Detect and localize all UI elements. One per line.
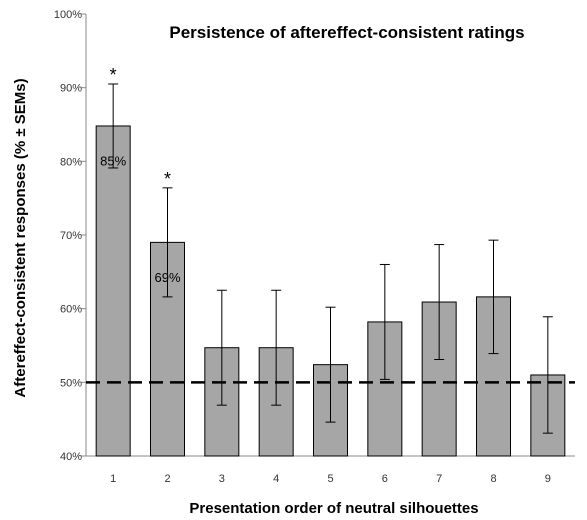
data-label: 85% (100, 154, 126, 169)
x-tick-label: 3 (219, 473, 225, 485)
y-tick-label: 50% (60, 377, 82, 389)
x-tick-label: 7 (436, 473, 442, 485)
y-tick-label: 60% (60, 304, 82, 316)
error-bars (108, 83, 553, 434)
y-axis-title: Aftereffect-consistent responses (% ± SE… (12, 78, 29, 397)
y-tick-label: 90% (60, 83, 82, 95)
significance-star: * (110, 65, 117, 85)
bar (95, 125, 131, 457)
data-label: 69% (154, 270, 180, 285)
x-tick-label: 2 (164, 473, 170, 485)
x-tick-label: 6 (382, 473, 388, 485)
data-labels: * 85% * 69% (100, 65, 181, 285)
x-tick-label: 5 (327, 473, 333, 485)
bars (95, 125, 566, 457)
x-tick-label: 1 (110, 473, 116, 485)
y-tick-label: 80% (60, 156, 82, 168)
y-axis-ticks: 40% 50% 60% 70% 80% 90% 100% (54, 9, 86, 463)
chart-title: Persistence of aftereffect-consistent ra… (169, 23, 524, 42)
y-tick-label: 70% (60, 230, 82, 242)
x-axis-ticks: 1 2 3 4 5 6 7 8 9 (110, 473, 551, 485)
y-tick-label: 40% (60, 451, 82, 463)
x-axis-title: Presentation order of neutral silhouette… (189, 500, 478, 517)
x-tick-label: 8 (490, 473, 496, 485)
y-tick-label: 100% (54, 9, 82, 21)
x-tick-label: 9 (545, 473, 551, 485)
significance-star: * (164, 169, 171, 189)
x-tick-label: 4 (273, 473, 279, 485)
